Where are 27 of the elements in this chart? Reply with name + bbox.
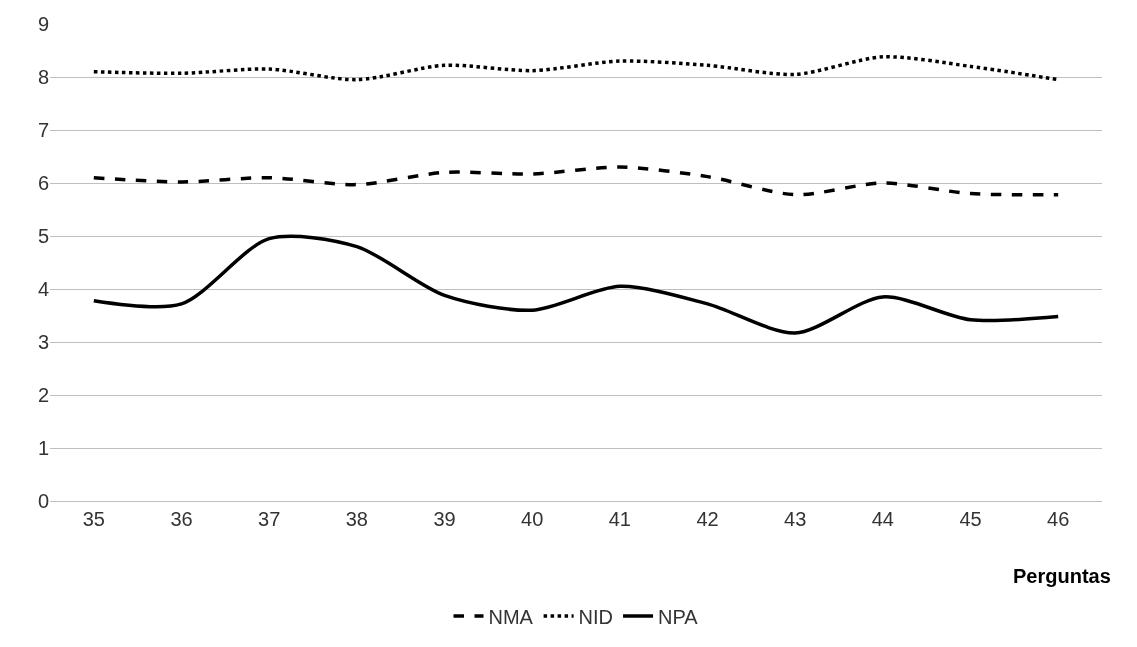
- y-tick-label: 4: [37, 278, 49, 300]
- y-tick-label: 8: [37, 66, 49, 88]
- x-tick-label: 46: [1047, 508, 1070, 530]
- line-series: [92, 165, 1060, 197]
- x-tick-label: 38: [345, 508, 368, 530]
- x-tick-label: 36: [170, 508, 193, 530]
- y-tick-label: 2: [37, 384, 49, 406]
- legend-label: NMA: [488, 605, 534, 628]
- x-tick-label: 40: [521, 508, 544, 530]
- x-tick-label: 42: [696, 508, 719, 530]
- x-tick-label: 35: [82, 508, 105, 530]
- y-tick-label: 9: [37, 13, 49, 35]
- x-tick-label: 39: [433, 508, 456, 530]
- x-tick-label: 37: [258, 508, 281, 530]
- y-tick-label: 3: [37, 331, 49, 353]
- x-tick-label: 45: [959, 508, 982, 530]
- y-tick-label: 6: [37, 172, 49, 194]
- y-tick-label: 7: [37, 119, 49, 141]
- x-tick-label: 41: [608, 508, 631, 530]
- x-tick-label: 43: [784, 508, 807, 530]
- y-tick-label: 0: [37, 490, 49, 512]
- x-axis-title: Perguntas: [1013, 565, 1111, 587]
- x-tick-label: 44: [871, 508, 894, 530]
- legend-label: NID: [578, 605, 614, 628]
- legend-label: NPA: [658, 605, 699, 628]
- y-tick-label: 1: [37, 437, 49, 459]
- y-tick-label: 5: [37, 225, 49, 247]
